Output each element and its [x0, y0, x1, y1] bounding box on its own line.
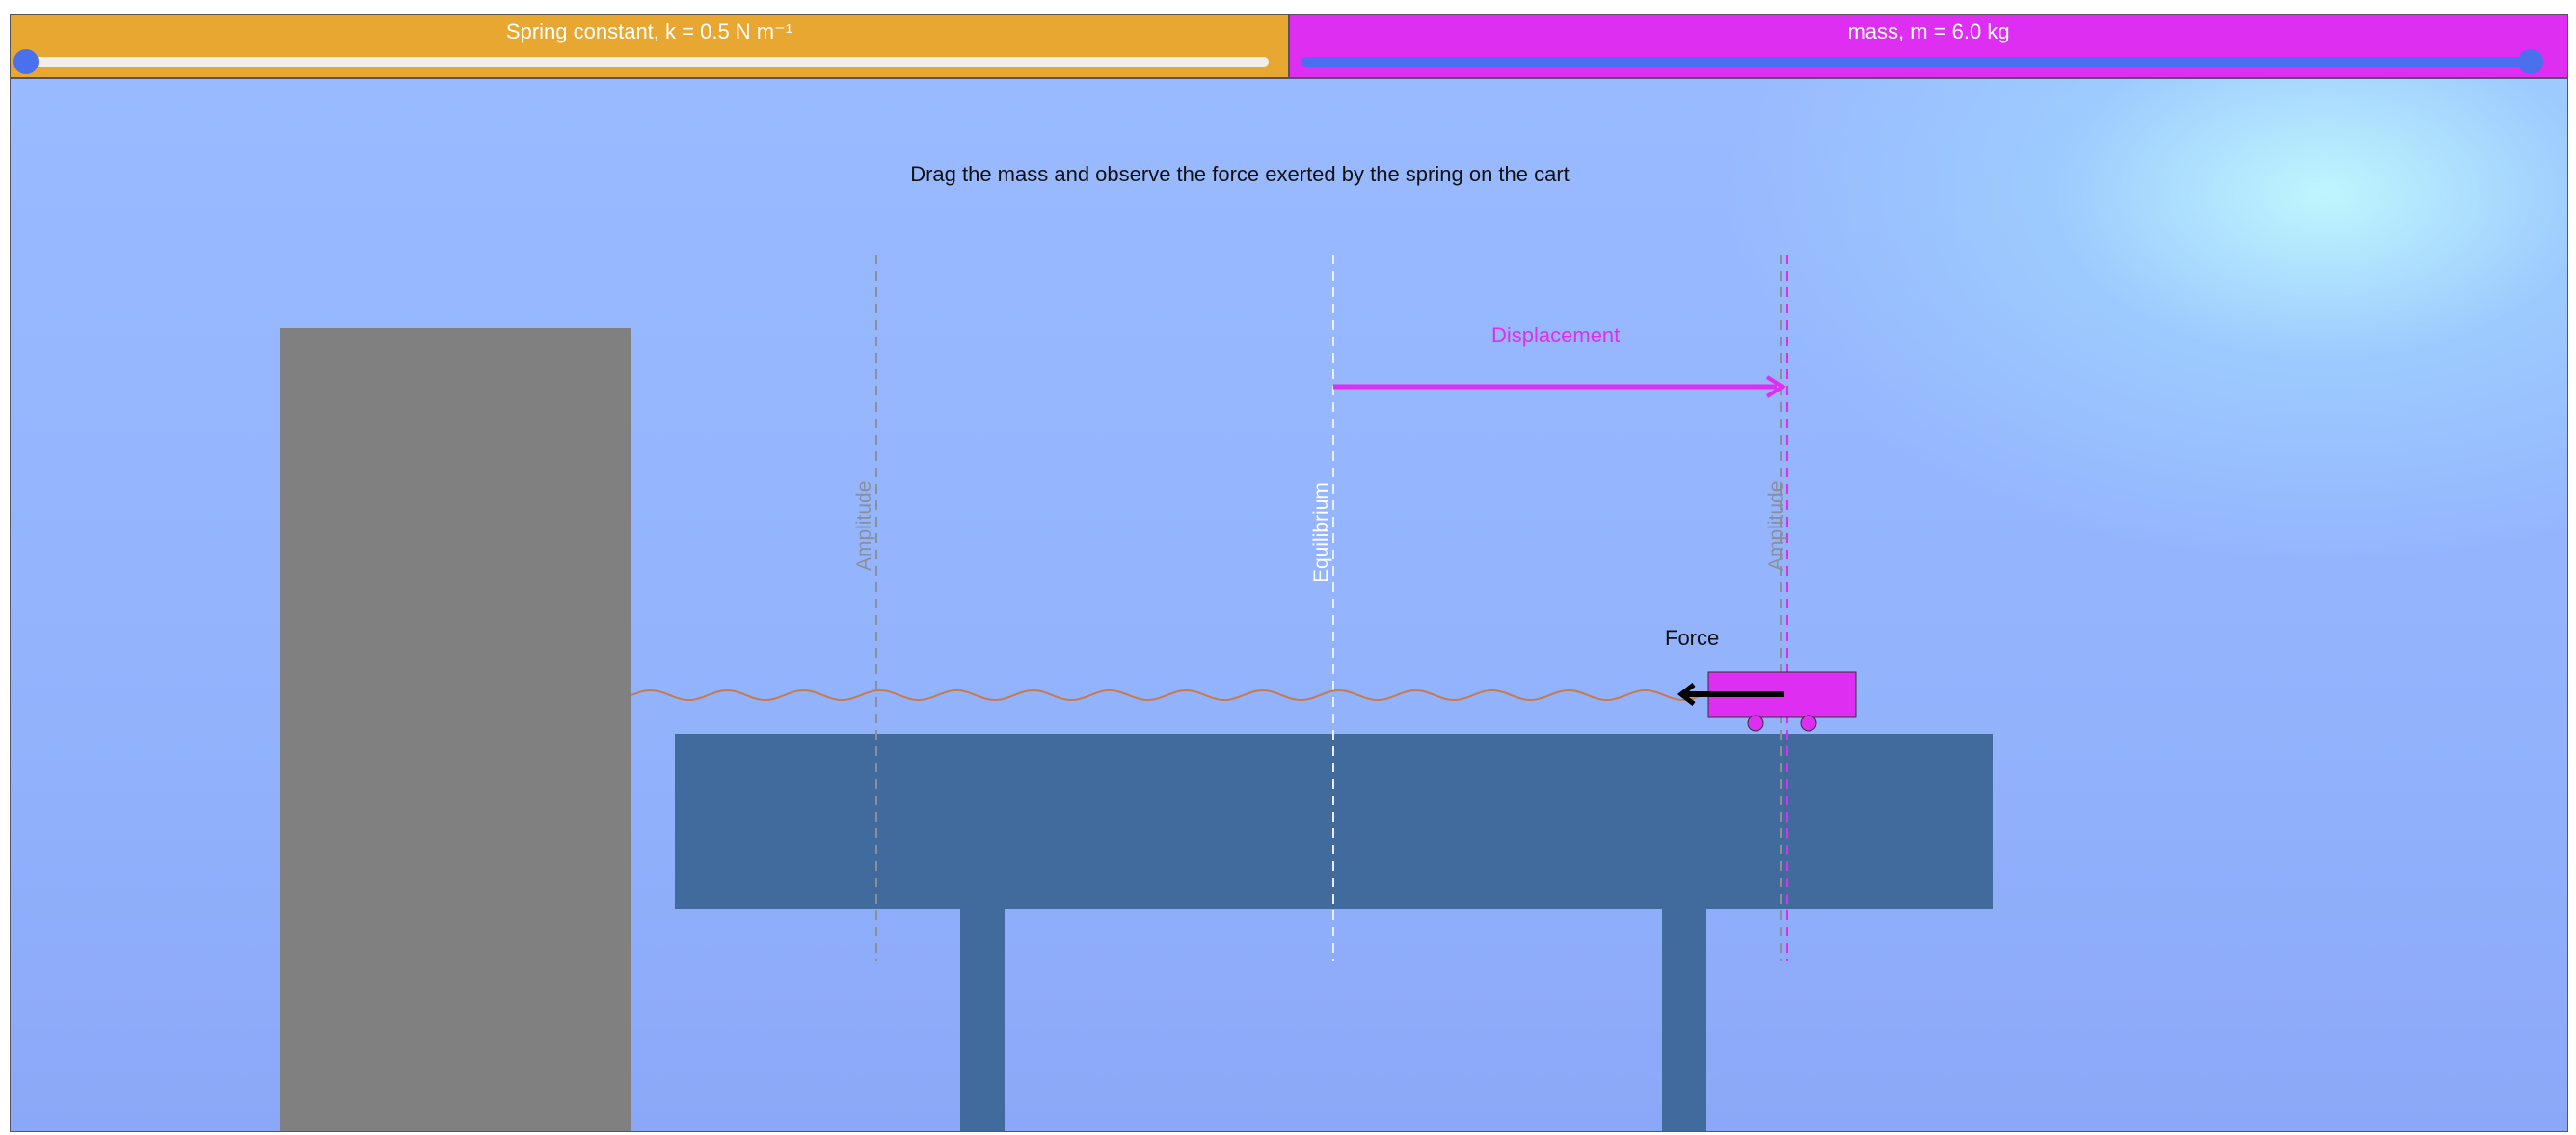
displacement-label: Displacement	[1491, 323, 1621, 347]
displacement-arrow-head	[1765, 375, 1786, 398]
wall	[280, 328, 631, 1131]
cart-wheel-right	[1800, 715, 1817, 732]
cart-wheel-left	[1747, 715, 1764, 732]
mass-panel: mass, m = 6.0 kg	[1289, 14, 2568, 78]
force-arrow-head	[1677, 683, 1696, 706]
spring-constant-slider-knob[interactable]	[13, 49, 39, 74]
table-leg-left	[960, 909, 1005, 1131]
spring-constant-label: Spring constant, k = 0.5 N m⁻¹	[505, 19, 793, 43]
amplitude-right-label: Amplitude	[1765, 480, 1787, 571]
simulation-scene: Drag the mass and observe the force exer…	[10, 78, 2568, 1132]
spring-constant-slider[interactable]	[13, 49, 1269, 74]
table-leg-right	[1662, 909, 1706, 1131]
amplitude-left-label: Amplitude	[853, 480, 875, 571]
mass-label: mass, m = 6.0 kg	[1847, 19, 2010, 43]
mass-slider[interactable]	[1301, 49, 2543, 74]
mass-slider-knob[interactable]	[2518, 49, 2543, 74]
force-label: Force	[1665, 626, 1720, 650]
instruction-text: Drag the mass and observe the force exer…	[910, 162, 1570, 186]
cart[interactable]	[1707, 671, 1857, 732]
spring	[631, 689, 1704, 702]
spring-constant-panel: Spring constant, k = 0.5 N m⁻¹	[10, 14, 1289, 78]
equilibrium-label: Equilibrium	[1310, 482, 1332, 582]
scene-drawing	[280, 255, 1993, 1131]
